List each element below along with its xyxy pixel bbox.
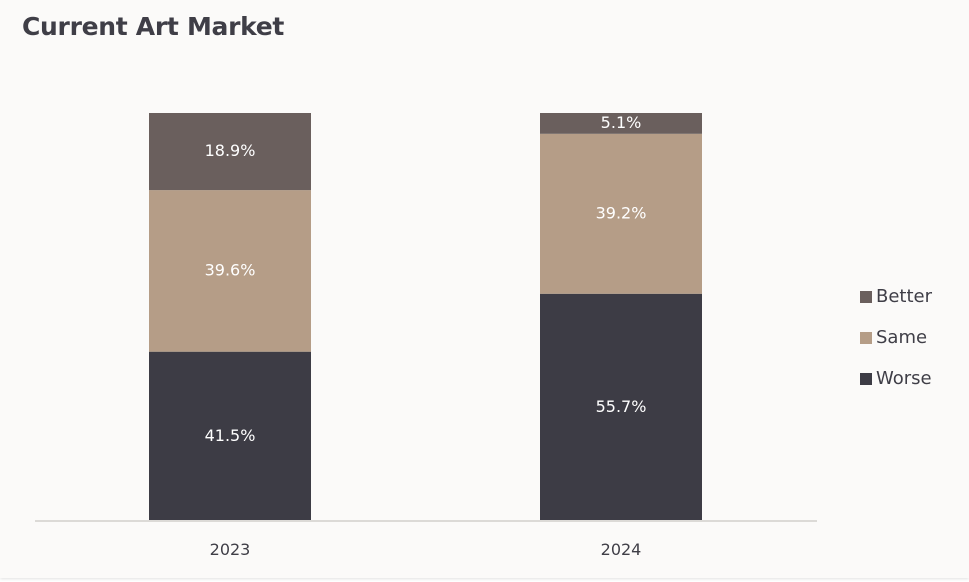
legend-item-better[interactable]: Better: [860, 276, 932, 317]
data-label-better-2023: 18.9%: [205, 141, 256, 160]
bar-segment-same-2024: [540, 133, 702, 294]
legend-label-worse: Worse: [876, 368, 932, 389]
x-tick-label-2024: 2024: [601, 540, 642, 559]
bar-segment-same-2023: [149, 190, 311, 352]
bar-segment-better-2023: [149, 113, 311, 191]
legend: Better Same Worse: [860, 276, 932, 399]
data-label-same-2023: 39.6%: [205, 260, 256, 279]
data-label-worse-2023: 41.5%: [205, 426, 256, 445]
data-label-worse-2024: 55.7%: [596, 397, 647, 416]
x-tick-label-2023: 2023: [210, 540, 251, 559]
legend-swatch-worse: [860, 372, 872, 385]
bars-group: 41.5% 39.6% 18.9% 55.7% 39.2% 5.1%: [149, 113, 702, 521]
data-label-better-2024: 5.1%: [601, 113, 642, 132]
legend-label-better: Better: [876, 286, 933, 307]
x-tick-labels: 2023 2024: [210, 540, 642, 559]
legend-label-same: Same: [876, 327, 928, 348]
chart-title: Current Art Market: [22, 12, 285, 41]
legend-item-worse[interactable]: Worse: [860, 358, 932, 399]
legend-swatch-better: [860, 290, 872, 303]
bar-segment-worse-2024: [540, 293, 702, 521]
legend-swatch-same: [860, 331, 872, 344]
bar-segment-worse-2023: [149, 351, 311, 521]
data-label-same-2024: 39.2%: [596, 203, 647, 222]
legend-item-same[interactable]: Same: [860, 317, 932, 358]
bar-segment-better-2024: [540, 113, 702, 134]
